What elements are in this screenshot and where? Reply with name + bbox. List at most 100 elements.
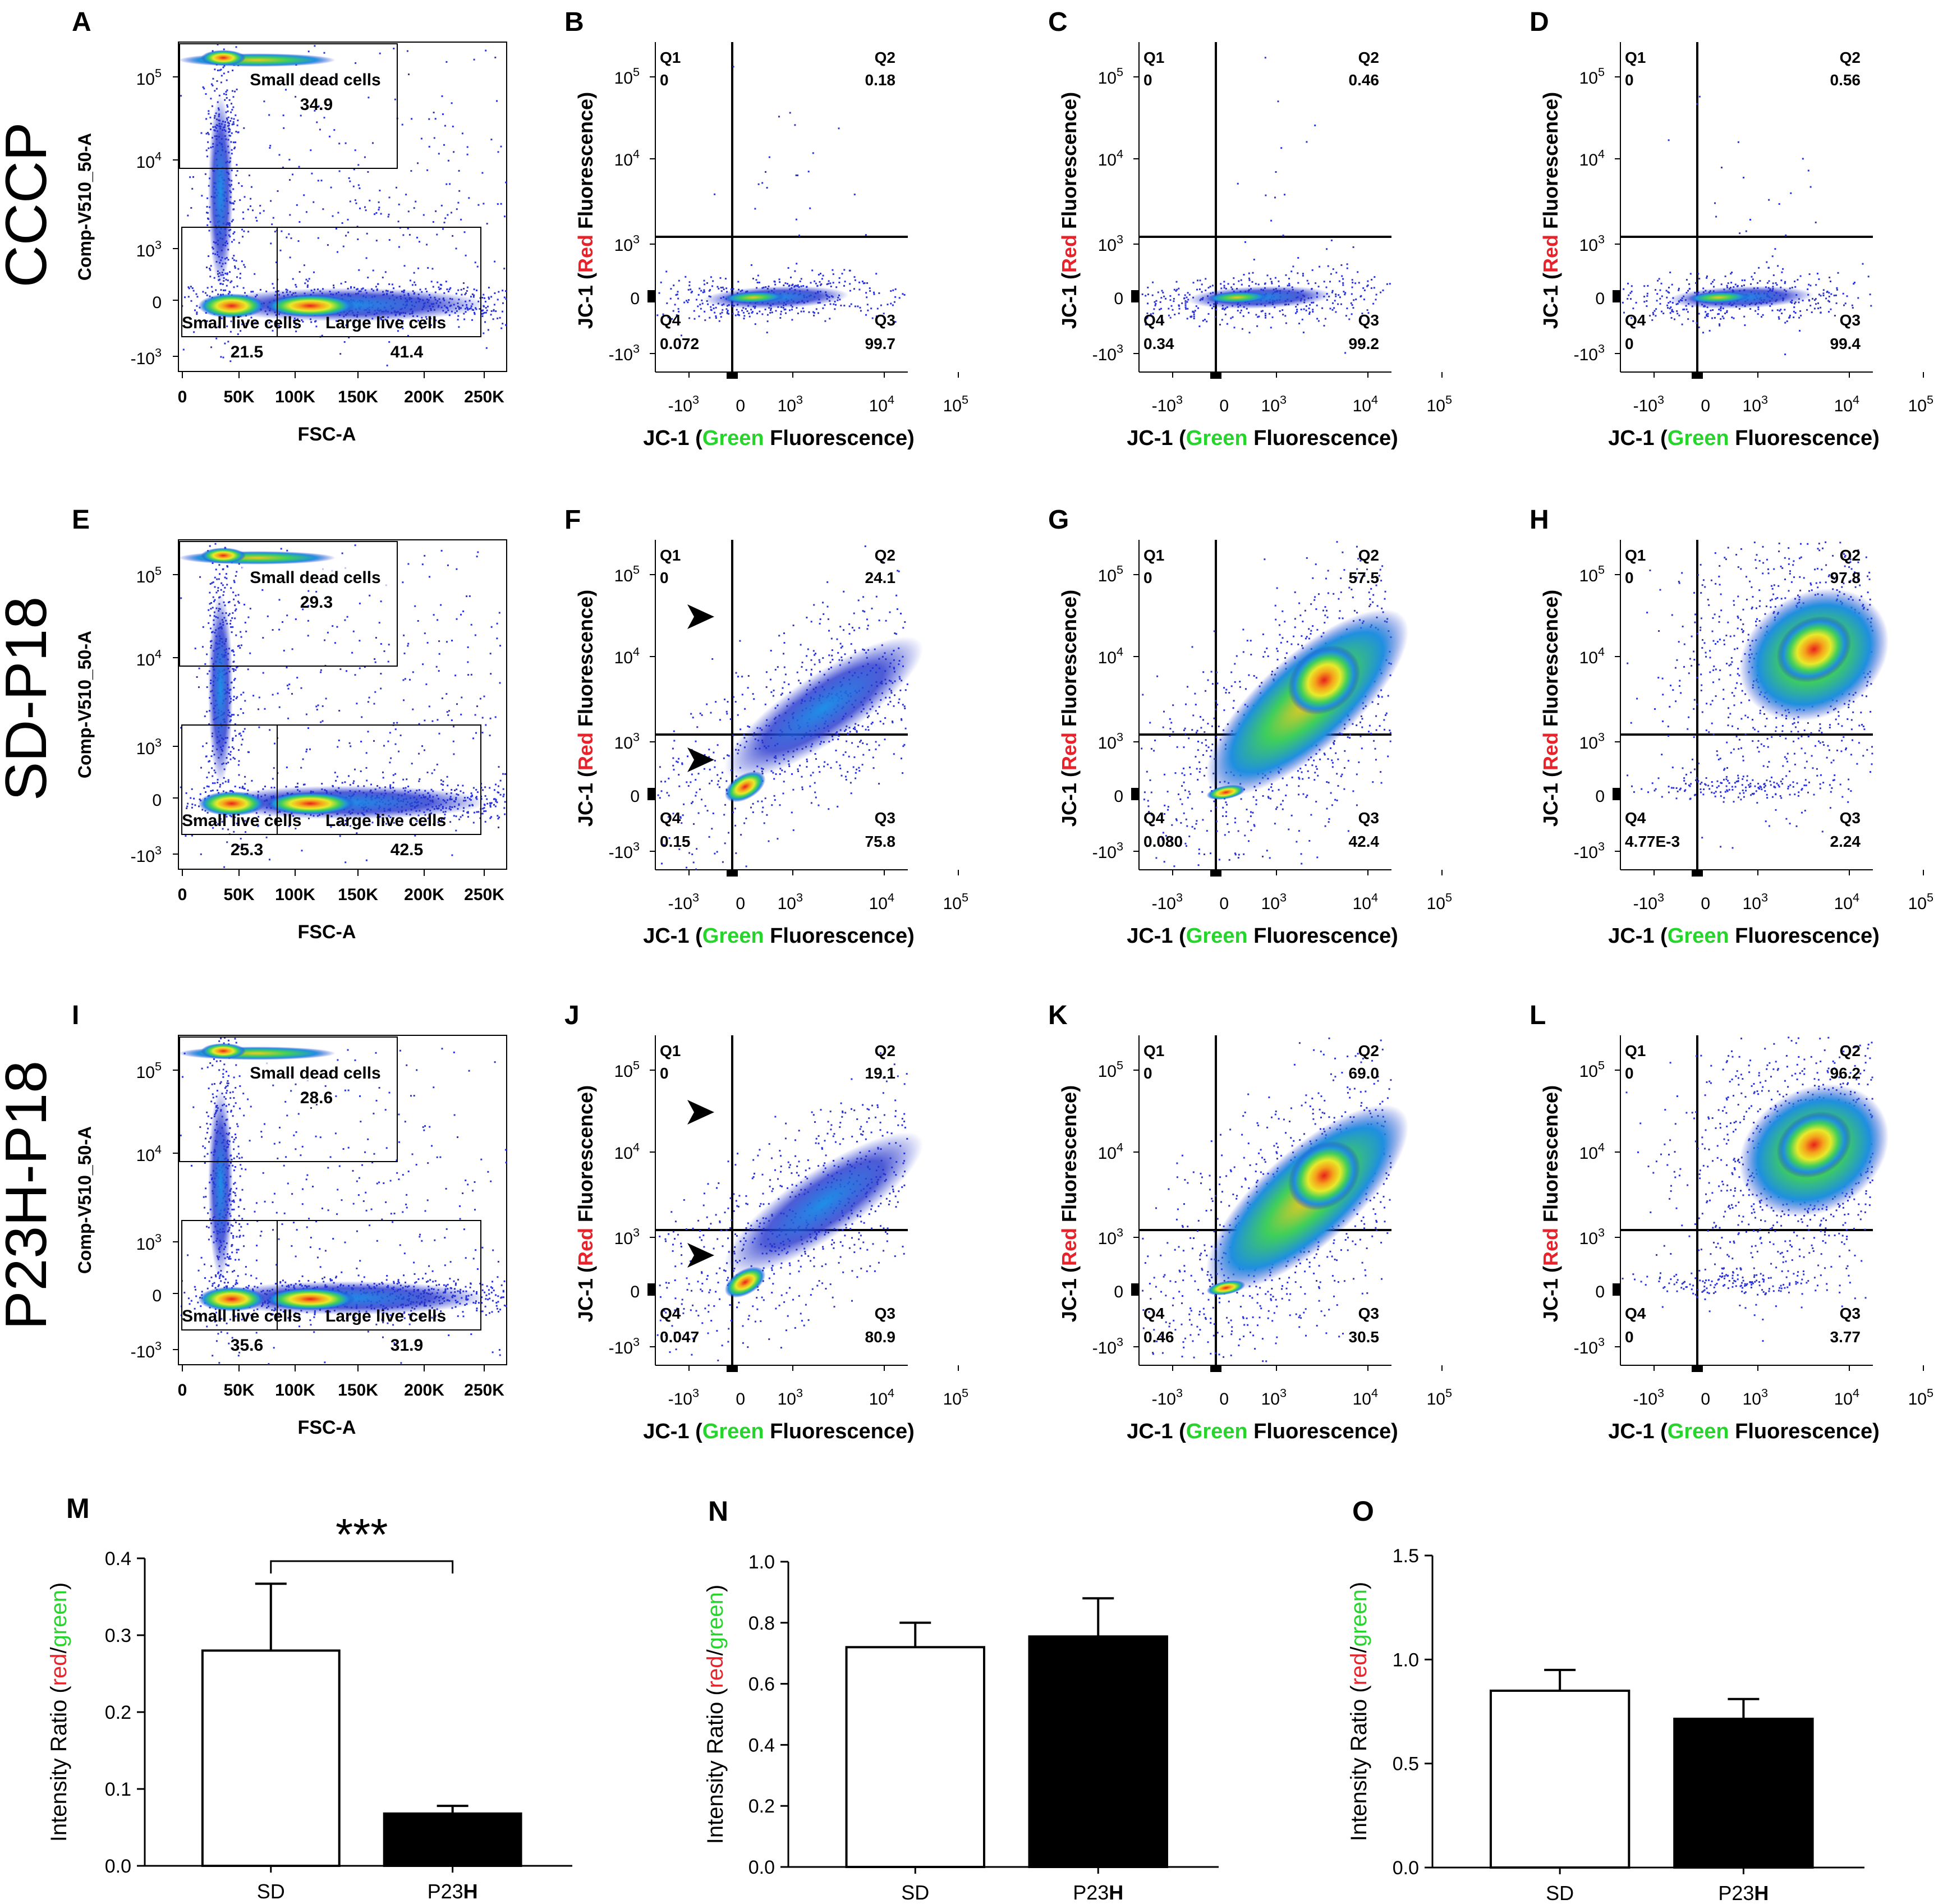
cell-dot xyxy=(1797,279,1799,281)
y-axis-title: JC-1 (Red Fluorescence) xyxy=(1058,92,1081,329)
cell-dot xyxy=(461,132,463,135)
cell-dot xyxy=(482,309,484,311)
cell-dot xyxy=(442,789,444,791)
cell-dot xyxy=(482,789,484,791)
cell-dot xyxy=(485,810,487,812)
cell-dot xyxy=(244,820,246,822)
cell-dot xyxy=(698,315,700,318)
cell-dot xyxy=(295,1255,297,1258)
gate-small-live-label: Small live cells xyxy=(182,1307,301,1325)
cell-dot xyxy=(453,1114,456,1116)
cell-dot xyxy=(233,286,235,288)
cell-dot xyxy=(367,277,369,279)
cell-dot xyxy=(466,153,469,155)
cell-dot xyxy=(437,719,439,721)
cell-dot xyxy=(182,1076,183,1078)
cell-dot xyxy=(226,815,228,818)
cell-dot xyxy=(1372,302,1375,305)
cell-dot xyxy=(214,586,216,588)
cell-dot xyxy=(302,1188,304,1190)
cell-dot xyxy=(225,94,227,95)
x-tick-label: -103 xyxy=(668,393,699,416)
y-tick-label: 0 xyxy=(1114,290,1123,308)
cell-dot xyxy=(497,1260,499,1263)
cell-dot xyxy=(388,213,390,215)
cell-dot xyxy=(221,582,223,584)
cell-dot xyxy=(347,218,349,221)
cell-dot xyxy=(500,1284,503,1286)
cell-dot xyxy=(236,696,238,698)
cell-dot xyxy=(236,571,238,573)
cell-dot xyxy=(1184,300,1187,302)
cell-dot xyxy=(234,1134,236,1135)
cell-dot xyxy=(202,291,204,293)
cell-dot xyxy=(892,304,894,306)
cell-dot xyxy=(1367,280,1369,282)
axis-pile-y xyxy=(1131,290,1139,302)
cell-dot xyxy=(232,1141,235,1143)
cell-dot xyxy=(451,854,453,856)
cell-dot xyxy=(1667,307,1669,309)
cell-dot xyxy=(379,52,381,54)
cell-dot xyxy=(309,1319,311,1322)
cell-dot xyxy=(288,233,290,235)
cell-dot xyxy=(1332,302,1334,304)
cell-dot xyxy=(372,269,374,272)
cell-dot xyxy=(1630,298,1632,300)
cell-dot xyxy=(1367,284,1369,286)
cell-dot xyxy=(1207,313,1210,315)
cell-dot xyxy=(383,821,385,823)
cell-dot xyxy=(441,95,443,97)
cell-dot xyxy=(1340,264,1343,266)
cell-dot xyxy=(422,663,424,666)
cell-dot xyxy=(338,740,340,741)
cell-dot xyxy=(206,785,208,787)
cell-dot xyxy=(233,148,236,150)
cell-dot xyxy=(343,824,346,827)
cell-dot xyxy=(1184,294,1186,296)
cell-dot xyxy=(357,184,360,186)
cell-dot xyxy=(414,281,416,283)
cell-dot xyxy=(402,1174,404,1176)
cell-dot xyxy=(209,276,212,278)
cell-dot xyxy=(715,306,717,309)
cell-dot xyxy=(233,1169,235,1172)
cell-dot xyxy=(352,185,355,187)
cell-dot xyxy=(212,790,214,792)
cell-dot xyxy=(447,1283,449,1286)
cell-dot xyxy=(286,549,288,552)
cell-dot xyxy=(1341,275,1343,277)
cell-dot xyxy=(220,1081,222,1083)
cell-dot xyxy=(223,1282,226,1284)
cell-dot xyxy=(1239,311,1242,314)
axis-pile-x xyxy=(1210,372,1221,379)
cell-dot xyxy=(719,277,722,279)
cell-dot xyxy=(494,292,496,294)
cell-dot xyxy=(215,822,217,824)
cell-dot xyxy=(474,261,476,264)
cell-dot xyxy=(231,1136,233,1138)
cell-dot xyxy=(677,291,679,293)
cell-dot xyxy=(444,217,447,219)
cell-dot xyxy=(494,260,496,263)
cell-dot xyxy=(1151,327,1153,329)
cell-dot xyxy=(229,1258,232,1260)
cell-dot xyxy=(1214,316,1216,318)
cell-dot xyxy=(354,674,356,676)
cell-dot xyxy=(227,566,228,568)
cell-dot xyxy=(440,604,442,606)
cell-dot xyxy=(1205,290,1207,291)
cell-dot xyxy=(406,778,408,781)
cell-dot xyxy=(213,1282,215,1284)
cell-dot xyxy=(502,310,503,313)
cell-dot xyxy=(315,705,318,708)
cell-dot xyxy=(235,1102,237,1104)
cell-dot xyxy=(423,1129,425,1131)
cell-dot xyxy=(349,1314,351,1316)
cell-dot xyxy=(844,281,846,283)
cell-dot xyxy=(447,214,449,216)
cell-dot xyxy=(505,1305,507,1307)
cell-dot xyxy=(226,584,228,586)
cell-dot xyxy=(873,293,875,295)
cell-dot xyxy=(273,1192,275,1195)
